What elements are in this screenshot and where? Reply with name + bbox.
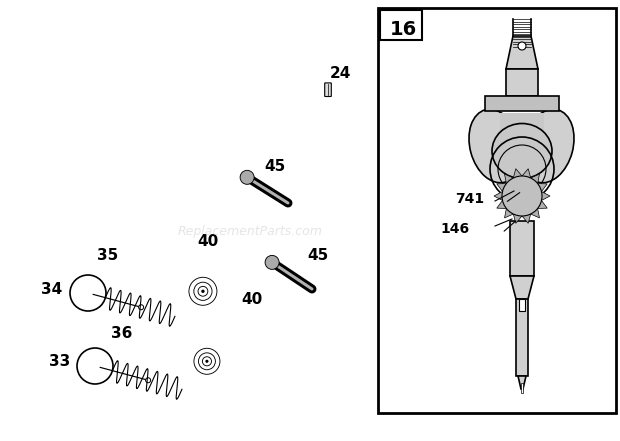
- Polygon shape: [510, 276, 534, 299]
- Polygon shape: [485, 96, 559, 111]
- Circle shape: [502, 176, 542, 216]
- Polygon shape: [516, 299, 528, 376]
- Polygon shape: [513, 196, 522, 223]
- FancyBboxPatch shape: [380, 10, 422, 40]
- Text: 40: 40: [197, 233, 219, 248]
- Text: 45: 45: [308, 248, 329, 264]
- Circle shape: [139, 305, 144, 310]
- Polygon shape: [513, 169, 522, 196]
- Text: ReplacementParts.com: ReplacementParts.com: [177, 224, 322, 238]
- Circle shape: [518, 42, 526, 50]
- FancyBboxPatch shape: [325, 83, 331, 97]
- Ellipse shape: [469, 109, 521, 183]
- Polygon shape: [522, 191, 550, 201]
- Polygon shape: [505, 196, 522, 218]
- Polygon shape: [522, 174, 539, 196]
- Polygon shape: [497, 183, 522, 196]
- Polygon shape: [522, 196, 547, 209]
- Circle shape: [265, 255, 279, 269]
- Polygon shape: [500, 113, 544, 169]
- Ellipse shape: [492, 123, 552, 179]
- Polygon shape: [506, 69, 538, 96]
- Polygon shape: [505, 174, 522, 196]
- Text: 741: 741: [455, 192, 484, 206]
- Text: 45: 45: [264, 158, 286, 173]
- Polygon shape: [494, 191, 522, 201]
- Polygon shape: [506, 36, 538, 69]
- Polygon shape: [522, 196, 539, 218]
- Ellipse shape: [522, 109, 574, 183]
- Polygon shape: [519, 299, 525, 311]
- Polygon shape: [522, 183, 547, 196]
- Circle shape: [202, 290, 205, 293]
- Polygon shape: [497, 196, 522, 209]
- Circle shape: [205, 360, 208, 363]
- Text: 40: 40: [241, 292, 263, 306]
- Text: 34: 34: [42, 281, 63, 296]
- Polygon shape: [521, 383, 523, 393]
- Circle shape: [240, 170, 254, 184]
- Polygon shape: [518, 376, 526, 389]
- Text: 146: 146: [440, 222, 469, 236]
- FancyBboxPatch shape: [378, 8, 616, 413]
- Text: 33: 33: [50, 354, 71, 369]
- Text: 16: 16: [390, 20, 417, 39]
- Polygon shape: [510, 221, 534, 276]
- Text: 24: 24: [329, 66, 351, 81]
- Text: 36: 36: [112, 325, 133, 340]
- Text: 35: 35: [97, 248, 118, 264]
- Circle shape: [146, 378, 151, 383]
- Polygon shape: [522, 196, 531, 223]
- Polygon shape: [522, 169, 531, 196]
